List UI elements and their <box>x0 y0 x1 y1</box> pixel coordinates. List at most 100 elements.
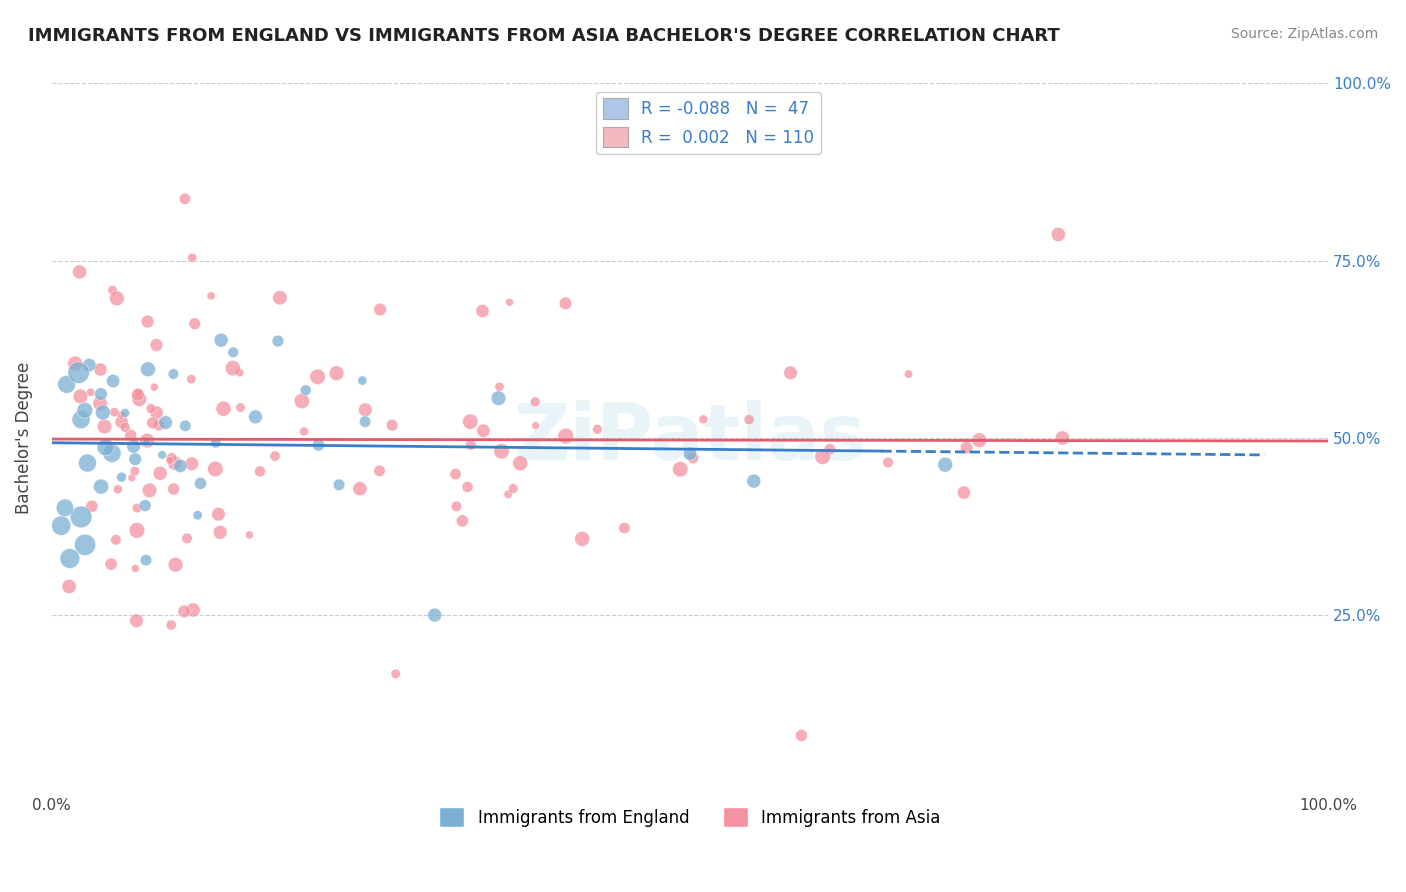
Point <box>491 444 513 458</box>
Text: ZiPatlas: ZiPatlas <box>513 400 866 476</box>
Point <box>524 394 547 409</box>
Point <box>114 420 136 434</box>
Point <box>169 458 191 473</box>
Point <box>59 551 82 566</box>
Point <box>174 418 197 433</box>
Point <box>173 604 195 618</box>
Point <box>354 402 377 417</box>
Text: IMMIGRANTS FROM ENGLAND VS IMMIGRANTS FROM ASIA BACHELOR'S DEGREE CORRELATION CH: IMMIGRANTS FROM ENGLAND VS IMMIGRANTS FR… <box>28 27 1060 45</box>
Legend: Immigrants from England, Immigrants from Asia: Immigrants from England, Immigrants from… <box>433 800 948 834</box>
Point <box>70 509 93 524</box>
Point <box>176 531 198 545</box>
Point <box>91 405 114 419</box>
Point <box>127 387 149 401</box>
Point <box>222 345 245 359</box>
Point <box>325 366 347 380</box>
Point <box>114 406 136 420</box>
Point <box>307 438 329 452</box>
Point <box>124 452 146 467</box>
Point <box>228 366 250 380</box>
Point <box>101 446 124 460</box>
Point <box>73 538 96 552</box>
Point <box>155 416 177 430</box>
Point <box>121 471 143 485</box>
Point <box>877 455 900 469</box>
Point <box>180 372 202 386</box>
Point <box>554 296 576 310</box>
Point <box>173 192 195 206</box>
Point <box>103 405 125 419</box>
Point <box>790 729 813 743</box>
Point <box>70 412 93 426</box>
Point <box>80 500 103 514</box>
Point <box>779 366 801 380</box>
Point <box>488 391 510 405</box>
Point <box>125 614 148 628</box>
Point <box>1052 431 1074 445</box>
Point <box>76 456 98 470</box>
Point <box>162 482 184 496</box>
Point <box>111 415 134 429</box>
Point <box>160 618 183 632</box>
Point <box>897 367 920 381</box>
Point <box>122 439 145 453</box>
Point <box>460 415 482 429</box>
Point <box>69 265 91 279</box>
Point <box>264 449 287 463</box>
Point <box>967 434 990 448</box>
Point <box>354 415 377 429</box>
Point <box>181 603 204 617</box>
Point <box>49 518 72 533</box>
Point <box>79 358 101 372</box>
Point <box>110 408 132 422</box>
Point <box>207 507 229 521</box>
Point <box>150 448 173 462</box>
Point <box>524 418 547 433</box>
Point <box>187 508 209 523</box>
Point <box>107 483 129 497</box>
Point <box>124 464 146 478</box>
Point <box>457 480 479 494</box>
Point <box>128 392 150 406</box>
Point <box>181 251 204 265</box>
Point <box>165 558 187 572</box>
Point <box>136 362 159 376</box>
Point <box>93 419 115 434</box>
Point <box>328 477 350 491</box>
Point <box>571 532 593 546</box>
Point <box>135 553 157 567</box>
Point <box>682 450 704 465</box>
Point <box>67 366 90 380</box>
Point <box>460 438 482 452</box>
Point <box>349 482 371 496</box>
Point <box>55 377 77 392</box>
Point <box>100 557 122 571</box>
Point <box>69 389 91 403</box>
Point <box>368 464 391 478</box>
Point <box>90 387 112 401</box>
Point <box>127 385 149 400</box>
Point <box>209 525 232 540</box>
Point <box>90 479 112 493</box>
Point <box>101 374 124 388</box>
Point <box>472 424 495 438</box>
Point <box>669 462 692 476</box>
Point <box>488 380 510 394</box>
Point <box>554 429 576 443</box>
Point <box>94 440 117 454</box>
Point <box>110 470 132 484</box>
Point <box>238 528 260 542</box>
Point <box>352 374 374 388</box>
Point <box>818 442 841 457</box>
Point <box>502 482 524 496</box>
Point <box>249 464 271 478</box>
Point <box>222 361 245 376</box>
Point <box>125 501 148 516</box>
Point <box>245 409 267 424</box>
Point <box>135 435 157 450</box>
Point <box>63 357 86 371</box>
Point <box>307 369 329 384</box>
Point <box>368 302 391 317</box>
Point <box>692 412 714 426</box>
Y-axis label: Bachelor's Degree: Bachelor's Degree <box>15 362 32 514</box>
